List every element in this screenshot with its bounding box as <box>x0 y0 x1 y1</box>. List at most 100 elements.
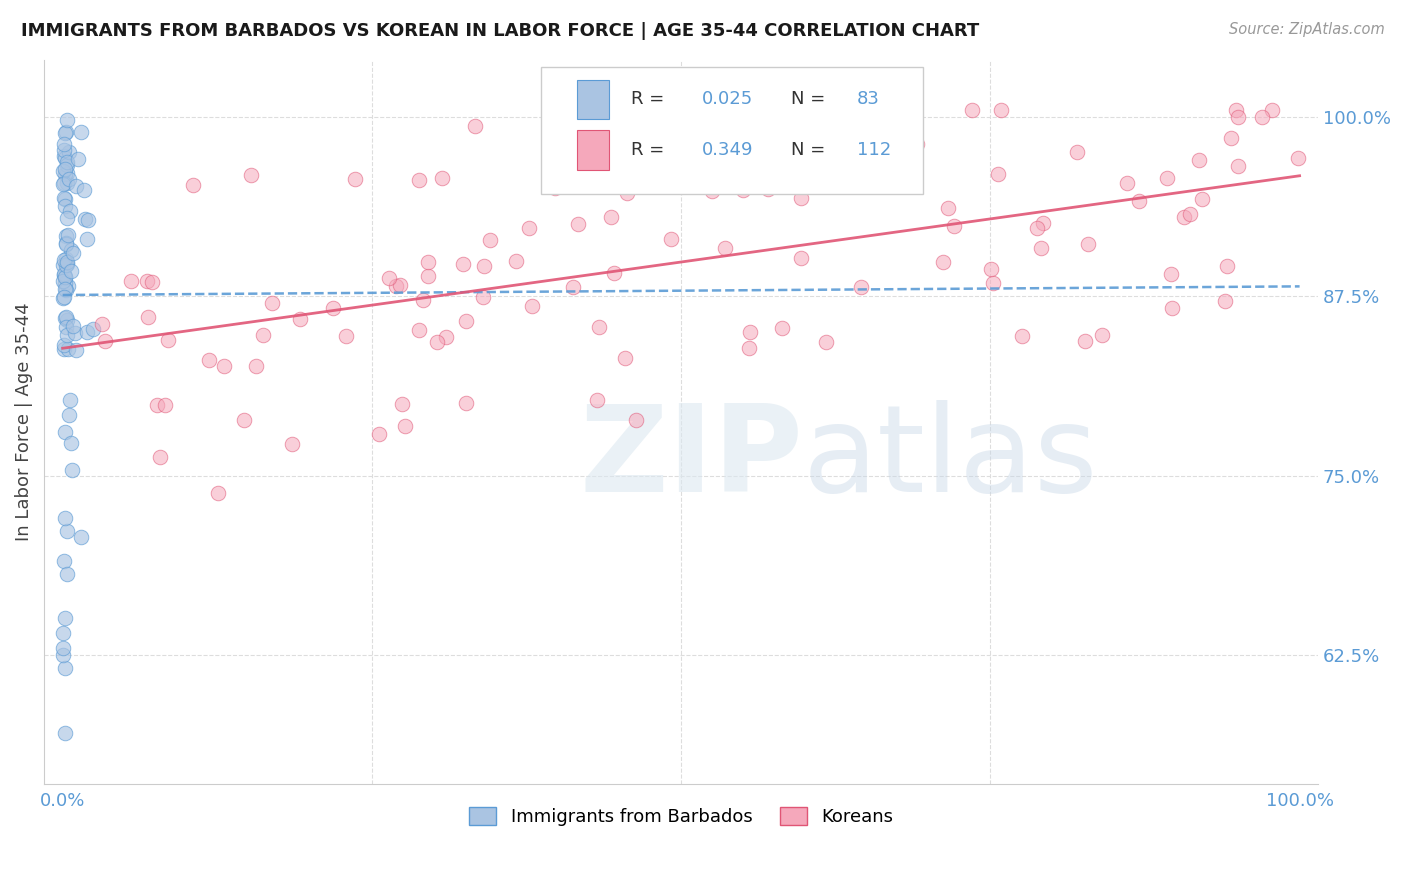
Point <box>55 567 77 582</box>
Point <box>478 233 501 247</box>
Point <box>53 661 76 675</box>
Point <box>55 199 77 213</box>
Point <box>94 334 117 348</box>
Text: Source: ZipAtlas.com: Source: ZipAtlas.com <box>1229 22 1385 37</box>
Point <box>69 530 91 544</box>
Point <box>456 396 478 410</box>
Point <box>281 436 304 450</box>
Point <box>52 176 75 190</box>
Point <box>55 257 77 271</box>
Point <box>1115 176 1137 190</box>
Point <box>733 103 755 117</box>
Point <box>56 227 79 242</box>
Point <box>1156 171 1178 186</box>
Point <box>55 270 77 285</box>
Text: IMMIGRANTS FROM BARBADOS VS KOREAN IN LABOR FORCE | AGE 35-44 CORRELATION CHART: IMMIGRANTS FROM BARBADOS VS KOREAN IN LA… <box>21 22 980 40</box>
Point <box>616 186 638 200</box>
Point <box>858 169 880 184</box>
Text: 0.0%: 0.0% <box>39 791 86 810</box>
Point <box>136 310 159 325</box>
Point <box>416 269 439 284</box>
Point <box>58 279 80 293</box>
Point <box>198 352 221 367</box>
Point <box>52 136 75 151</box>
Point <box>981 276 1004 290</box>
Point <box>690 105 713 120</box>
Point <box>408 173 430 187</box>
Point <box>55 211 77 226</box>
Text: N =: N = <box>790 90 831 109</box>
Point <box>56 176 79 190</box>
Point <box>626 167 648 181</box>
Point <box>1025 220 1047 235</box>
Point <box>55 258 77 272</box>
Point <box>62 246 84 260</box>
Point <box>55 310 77 325</box>
Point <box>59 243 82 257</box>
Point <box>544 181 567 195</box>
Text: 112: 112 <box>856 141 891 159</box>
Point <box>394 418 416 433</box>
Point <box>659 232 682 246</box>
Point <box>233 412 256 426</box>
Point <box>1226 110 1249 124</box>
Point <box>53 126 76 140</box>
Text: 83: 83 <box>856 90 880 109</box>
Text: atlas: atlas <box>803 400 1098 516</box>
Point <box>344 171 367 186</box>
Point <box>936 201 959 215</box>
FancyBboxPatch shape <box>576 79 609 120</box>
Point <box>451 257 474 271</box>
Point <box>770 321 793 335</box>
Point <box>153 399 176 413</box>
Point <box>52 640 75 655</box>
Point <box>1032 216 1054 230</box>
Point <box>1091 328 1114 343</box>
Point <box>53 151 76 165</box>
Point <box>52 648 75 662</box>
Point <box>146 398 169 412</box>
Point <box>52 259 75 273</box>
Y-axis label: In Labor Force | Age 35-44: In Labor Force | Age 35-44 <box>15 302 32 541</box>
FancyBboxPatch shape <box>541 67 924 194</box>
Point <box>55 284 77 298</box>
Point <box>388 278 411 293</box>
Point <box>567 217 589 231</box>
Point <box>56 254 79 268</box>
Text: 0.025: 0.025 <box>702 90 752 109</box>
Point <box>53 611 76 625</box>
Point <box>52 192 75 206</box>
Point <box>980 262 1002 277</box>
Point <box>53 267 76 281</box>
Point <box>464 120 486 134</box>
Point <box>931 255 953 269</box>
Point <box>55 252 77 266</box>
Point <box>322 301 344 316</box>
Point <box>1029 241 1052 255</box>
Point <box>75 212 97 227</box>
Point <box>53 282 76 296</box>
Point <box>59 435 82 450</box>
Point <box>790 251 813 265</box>
Point <box>855 142 877 156</box>
Point <box>52 626 75 640</box>
Point <box>90 317 112 331</box>
Point <box>53 290 76 304</box>
Point <box>53 167 76 181</box>
Point <box>260 296 283 310</box>
Point <box>252 327 274 342</box>
Point <box>56 343 79 357</box>
Point <box>517 221 540 235</box>
Text: R =: R = <box>631 141 671 159</box>
Point <box>66 153 89 167</box>
Point <box>851 280 873 294</box>
Legend: Immigrants from Barbados, Koreans: Immigrants from Barbados, Koreans <box>470 806 893 826</box>
Point <box>141 276 163 290</box>
Point <box>603 266 626 280</box>
Point <box>790 191 813 205</box>
Point <box>756 182 779 196</box>
Text: R =: R = <box>631 90 671 109</box>
Point <box>62 319 84 334</box>
Point <box>391 397 413 411</box>
Point <box>53 310 76 325</box>
